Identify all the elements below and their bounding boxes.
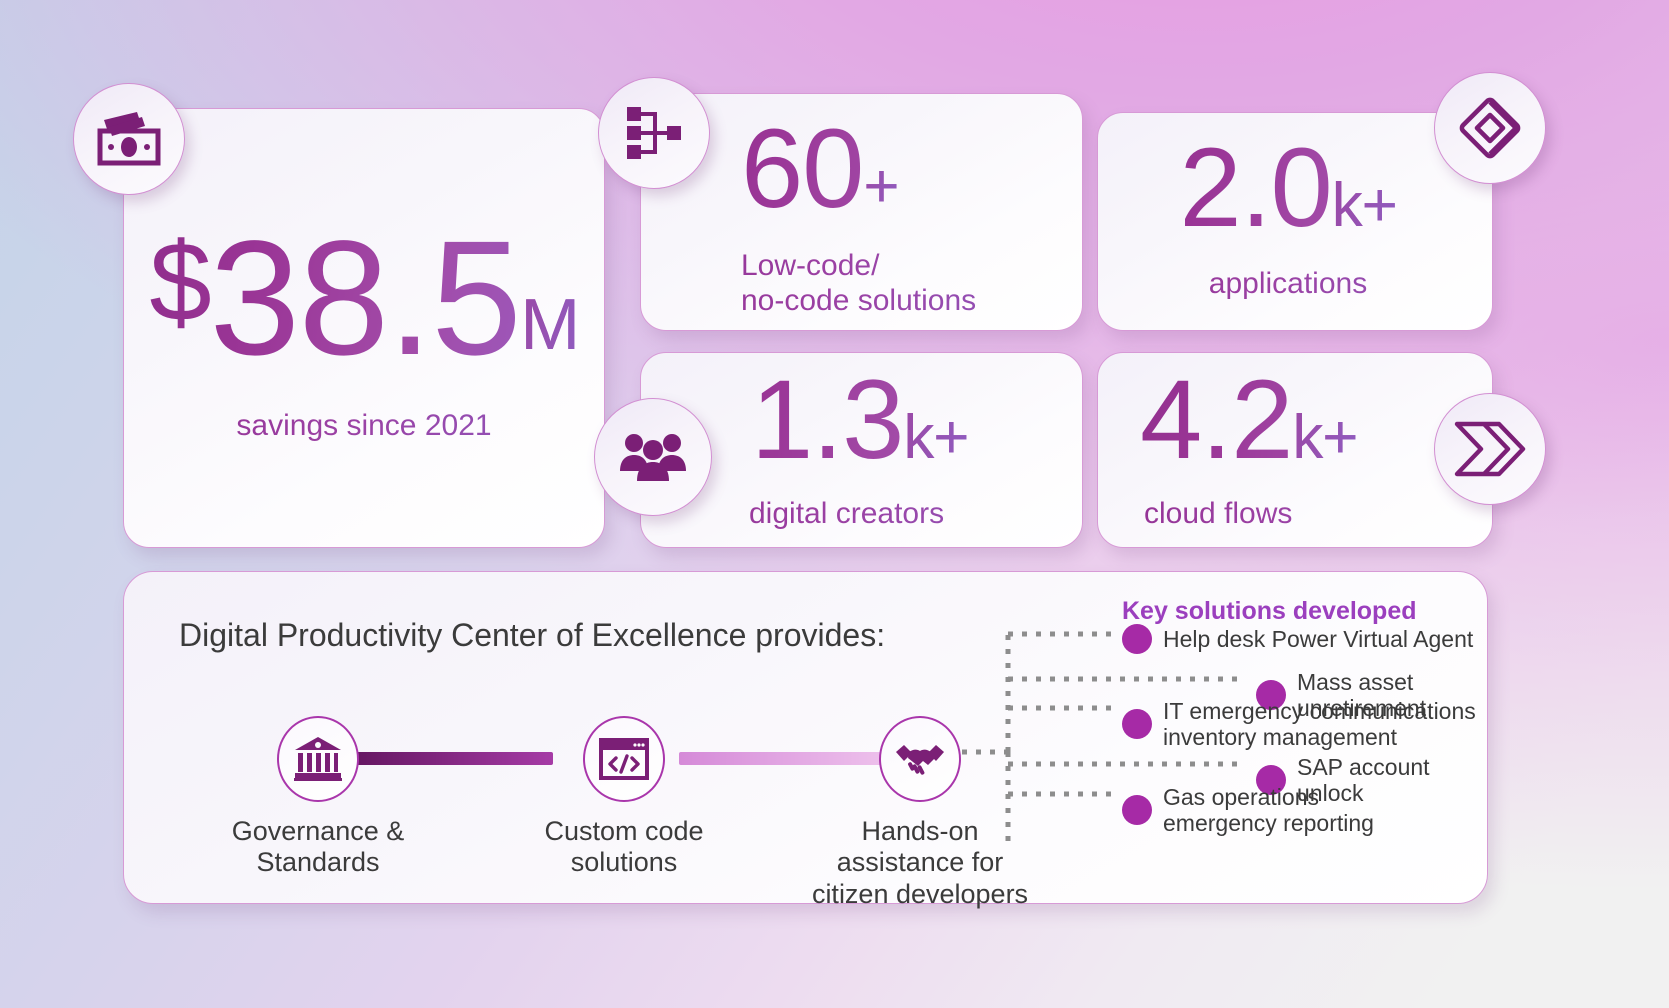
hero-number: 38.5	[209, 206, 521, 389]
key-solution-item: Help desk Power Virtual Agent	[1122, 624, 1473, 654]
bullet-dot-icon	[1256, 680, 1286, 711]
bank-institution-icon[interactable]	[277, 716, 359, 802]
stat-card-lowcode: 60+ Low-code/ no-code solutions	[640, 93, 1083, 331]
cloudflows-unit: k+	[1292, 403, 1358, 472]
bullet-dot-icon	[1256, 765, 1286, 796]
key-solution-label: SAP account unlock	[1297, 754, 1430, 807]
process-chain: Governance & Standards Custom code solut…	[179, 690, 1028, 909]
hero-value: $38.5M	[124, 221, 604, 376]
hero-unit: M	[520, 284, 580, 365]
cloudflows-value: 4.2k+	[1098, 367, 1492, 473]
panel-title: Digital Productivity Center of Excellenc…	[179, 617, 886, 653]
sitemap-hierarchy-icon	[598, 77, 710, 189]
handshake-icon[interactable]	[879, 716, 961, 802]
creators-unit: k+	[903, 403, 969, 472]
people-group-icon	[594, 398, 712, 516]
chain-caption-handson: Hands-on assistance for citizen develope…	[811, 816, 1029, 909]
lowcode-value: 60+	[641, 116, 1082, 222]
creators-label: digital creators	[641, 497, 1082, 532]
key-solution-item: SAP account unlock	[1256, 754, 1494, 806]
money-cash-icon	[73, 83, 185, 195]
chain-connector-2	[679, 752, 907, 765]
hero-label: savings since 2021	[124, 409, 604, 444]
coe-panel: Digital Productivity Center of Excellenc…	[123, 571, 1488, 909]
applications-unit: k+	[1331, 171, 1398, 240]
applications-value: 2.0k+	[1098, 135, 1492, 241]
lowcode-label: Low-code/ no-code solutions	[641, 249, 1082, 319]
cloudflows-label: cloud flows	[1098, 497, 1492, 532]
currency-symbol: $	[149, 219, 210, 345]
creators-number: 1.3	[751, 357, 904, 482]
bullet-dot-icon	[1122, 624, 1152, 654]
key-solutions-heading: Key solutions developed	[1122, 597, 1417, 625]
key-solution-label: IT emergency communications inventory ma…	[1163, 698, 1476, 751]
key-solution-item: IT emergency communications inventory ma…	[1122, 698, 1476, 750]
applications-label: applications	[1098, 267, 1492, 302]
stat-card-creators: 1.3k+ digital creators	[640, 352, 1083, 548]
power-automate-icon	[1434, 393, 1546, 505]
power-apps-icon	[1434, 72, 1546, 184]
key-solution-label: Mass asset unretirement	[1297, 669, 1427, 722]
stat-card-savings: $38.5M savings since 2021	[123, 108, 605, 548]
chain-caption-governance: Governance & Standards	[231, 816, 405, 878]
stat-card-applications: 2.0k+ applications	[1097, 112, 1493, 331]
chain-connector-1	[331, 752, 553, 765]
key-solution-label: Help desk Power Virtual Agent	[1163, 625, 1474, 652]
chain-caption-customcode: Custom code solutions	[544, 816, 704, 878]
creators-value: 1.3k+	[641, 367, 1082, 473]
bullet-dot-icon	[1122, 795, 1152, 826]
key-solution-item: Mass asset unretirement	[1256, 669, 1494, 721]
key-solution-item: Gas operations emergency reporting	[1122, 784, 1374, 836]
lowcode-number: 60	[741, 106, 864, 231]
bullet-dot-icon	[1122, 709, 1152, 740]
code-window-icon[interactable]	[583, 716, 665, 802]
stat-card-cloudflows: 4.2k+ cloud flows	[1097, 352, 1493, 548]
cloudflows-number: 4.2	[1140, 357, 1293, 482]
key-solution-label: Gas operations emergency reporting	[1163, 784, 1374, 837]
key-solutions-group: Key solutions developed Help desk Power …	[1064, 572, 1494, 905]
lowcode-unit: +	[863, 152, 899, 221]
applications-number: 2.0	[1179, 125, 1332, 250]
